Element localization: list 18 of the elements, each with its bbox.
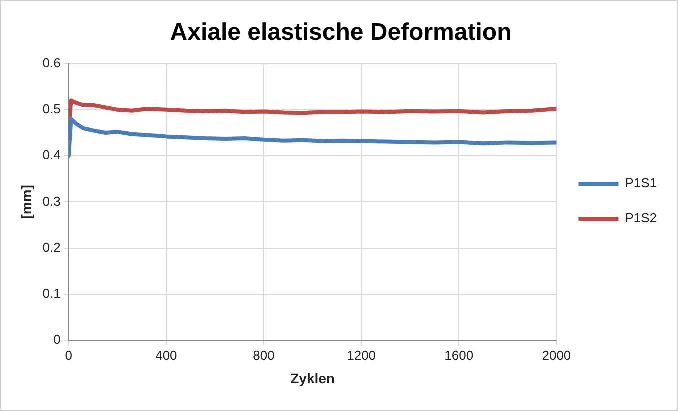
y-axis-title: [mm]	[18, 185, 34, 220]
x-tick-label: 1600	[444, 348, 474, 363]
y-tick-label: 0.6	[42, 55, 61, 70]
x-tick-label: 400	[156, 348, 178, 363]
y-tick-label: 0.4	[42, 148, 61, 163]
legend-label: P1S1	[625, 176, 658, 191]
chart-title: Axiale elastische Deformation	[170, 19, 512, 46]
x-tick-label: 1200	[347, 348, 376, 363]
legend-label: P1S2	[625, 210, 658, 226]
y-tick-label: 0.2	[42, 240, 61, 255]
x-tick-label: 800	[253, 348, 275, 363]
x-axis-title: Zyklen	[290, 370, 335, 386]
y-tick-label: 0.5	[42, 102, 61, 117]
x-tick-label: 0	[65, 348, 72, 363]
y-tick-label: 0.1	[42, 286, 61, 302]
x-tick-label: 2000	[542, 348, 572, 363]
y-tick-label: 0.3	[42, 194, 61, 209]
y-tick-label: 0	[54, 332, 61, 348]
